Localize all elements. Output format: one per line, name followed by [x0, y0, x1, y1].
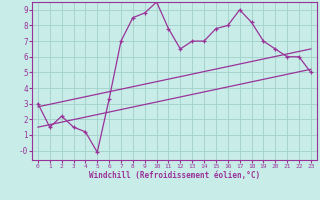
X-axis label: Windchill (Refroidissement éolien,°C): Windchill (Refroidissement éolien,°C) [89, 171, 260, 180]
